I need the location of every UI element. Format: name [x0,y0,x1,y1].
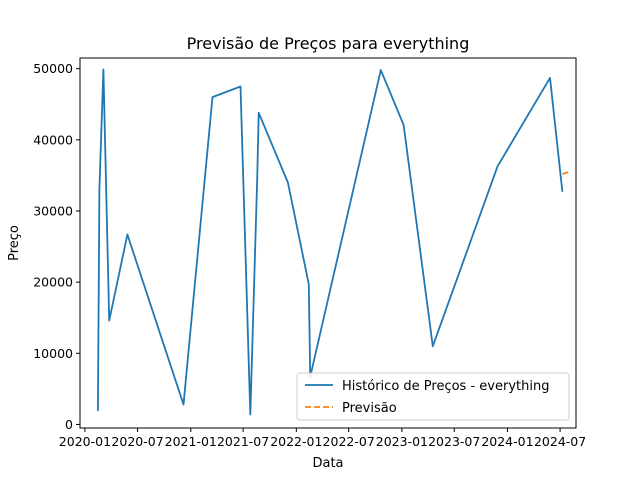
x-axis-label: Data [312,456,343,471]
x-tick-label: 2020-01 [59,434,111,449]
y-tick-label: 50000 [33,61,73,76]
plot-frame [79,57,577,429]
plot-background [80,58,576,428]
x-tick-label: 2023-01 [376,434,428,449]
series-layer [97,68,570,416]
x-tick-label: 2023-07 [428,434,480,449]
series-line-1 [562,170,570,175]
x-tick-label: 2020-07 [111,434,163,449]
y-tick-label: 10000 [33,346,73,361]
x-tick-label: 2022-07 [323,434,375,449]
plot-area [80,58,576,428]
x-tick-label: 2021-07 [217,434,269,449]
y-axis-label: Preço [7,225,22,261]
y-tick-label: 0 [65,417,73,432]
x-axis-ticks: 2020-01 2020-07 2021-01 2021-07 2022-01 2022-… [59,428,586,449]
y-tick-label: 40000 [33,132,73,147]
y-axis-ticks: 0 10000 20000 30000 40000 50000 [33,61,80,432]
legend: Histórico de Preços - everything Previsã… [296,372,570,421]
x-tick-label: 2022-01 [270,434,322,449]
legend-label-forecast: Previsão [342,401,397,416]
x-tick-label: 2024-01 [481,434,533,449]
y-tick-label: 30000 [33,203,73,218]
legend-box [296,372,570,421]
x-tick-label: 2021-01 [165,434,217,449]
x-tick-label: 2024-07 [534,434,586,449]
y-tick-label: 20000 [33,275,73,290]
chart-title: Previsão de Preços para everything [187,34,470,53]
legend-label-history: Histórico de Preços - everything [342,379,549,394]
series-line-0 [97,68,564,416]
